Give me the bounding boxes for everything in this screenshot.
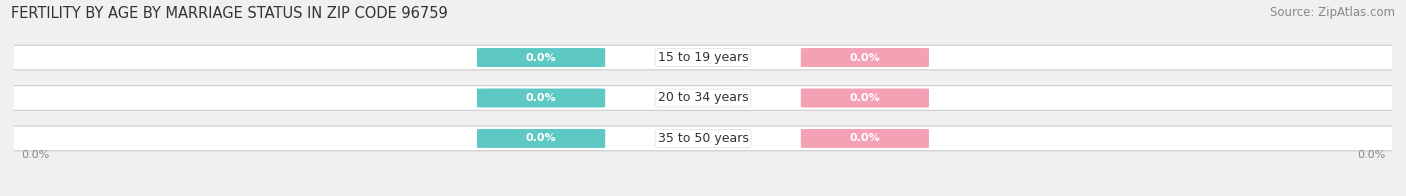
FancyBboxPatch shape xyxy=(4,126,1402,151)
Text: FERTILITY BY AGE BY MARRIAGE STATUS IN ZIP CODE 96759: FERTILITY BY AGE BY MARRIAGE STATUS IN Z… xyxy=(11,6,449,21)
Text: 0.0%: 0.0% xyxy=(849,133,880,143)
FancyBboxPatch shape xyxy=(477,129,605,148)
Text: Source: ZipAtlas.com: Source: ZipAtlas.com xyxy=(1270,6,1395,19)
FancyBboxPatch shape xyxy=(801,129,929,148)
FancyBboxPatch shape xyxy=(4,86,1402,110)
Text: 0.0%: 0.0% xyxy=(526,53,557,63)
Text: 0.0%: 0.0% xyxy=(526,93,557,103)
FancyBboxPatch shape xyxy=(4,45,1402,70)
Text: 35 to 50 years: 35 to 50 years xyxy=(658,132,748,145)
FancyBboxPatch shape xyxy=(477,48,605,67)
FancyBboxPatch shape xyxy=(801,48,929,67)
Text: 0.0%: 0.0% xyxy=(526,133,557,143)
Text: 20 to 34 years: 20 to 34 years xyxy=(658,92,748,104)
Text: 0.0%: 0.0% xyxy=(849,93,880,103)
FancyBboxPatch shape xyxy=(477,89,605,107)
FancyBboxPatch shape xyxy=(801,89,929,107)
Text: 0.0%: 0.0% xyxy=(1357,150,1385,160)
Text: 0.0%: 0.0% xyxy=(21,150,49,160)
Text: 0.0%: 0.0% xyxy=(849,53,880,63)
Text: 15 to 19 years: 15 to 19 years xyxy=(658,51,748,64)
